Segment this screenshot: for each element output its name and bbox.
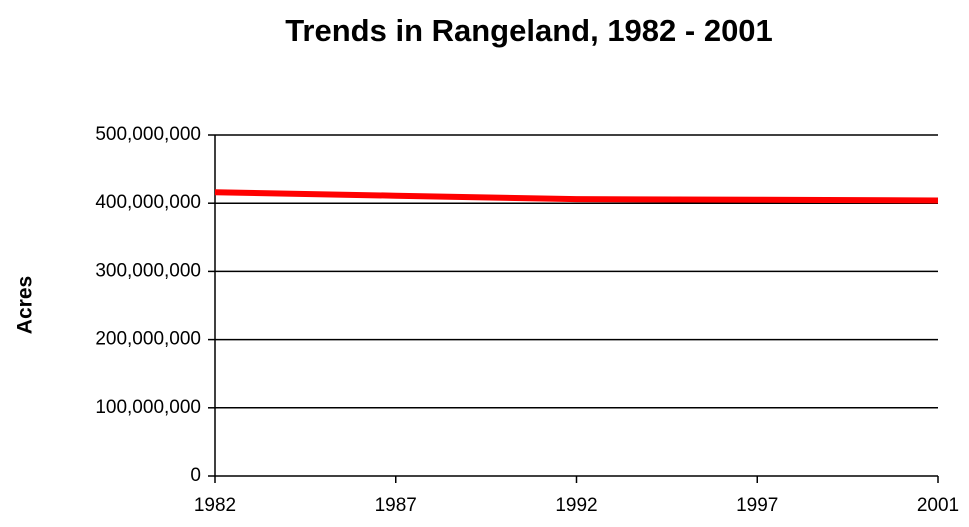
y-tick-label: 0	[190, 465, 201, 486]
x-tick-label: 1982	[194, 495, 236, 516]
y-tick-label: 300,000,000	[95, 260, 201, 281]
y-tick-label: 200,000,000	[95, 329, 201, 350]
chart-title: Trends in Rangeland, 1982 - 2001	[285, 13, 773, 48]
y-tick-label: 500,000,000	[95, 124, 201, 145]
y-tick-label: 400,000,000	[95, 192, 201, 213]
y-tick-label: 100,000,000	[95, 397, 201, 418]
y-axis-title: Acres	[14, 276, 37, 334]
data-line	[214, 189, 939, 204]
x-tick-label: 1987	[375, 495, 417, 516]
x-tick-label: 2001	[917, 495, 959, 516]
x-tick-label: 1997	[736, 495, 778, 516]
x-tick-label: 1992	[555, 495, 597, 516]
